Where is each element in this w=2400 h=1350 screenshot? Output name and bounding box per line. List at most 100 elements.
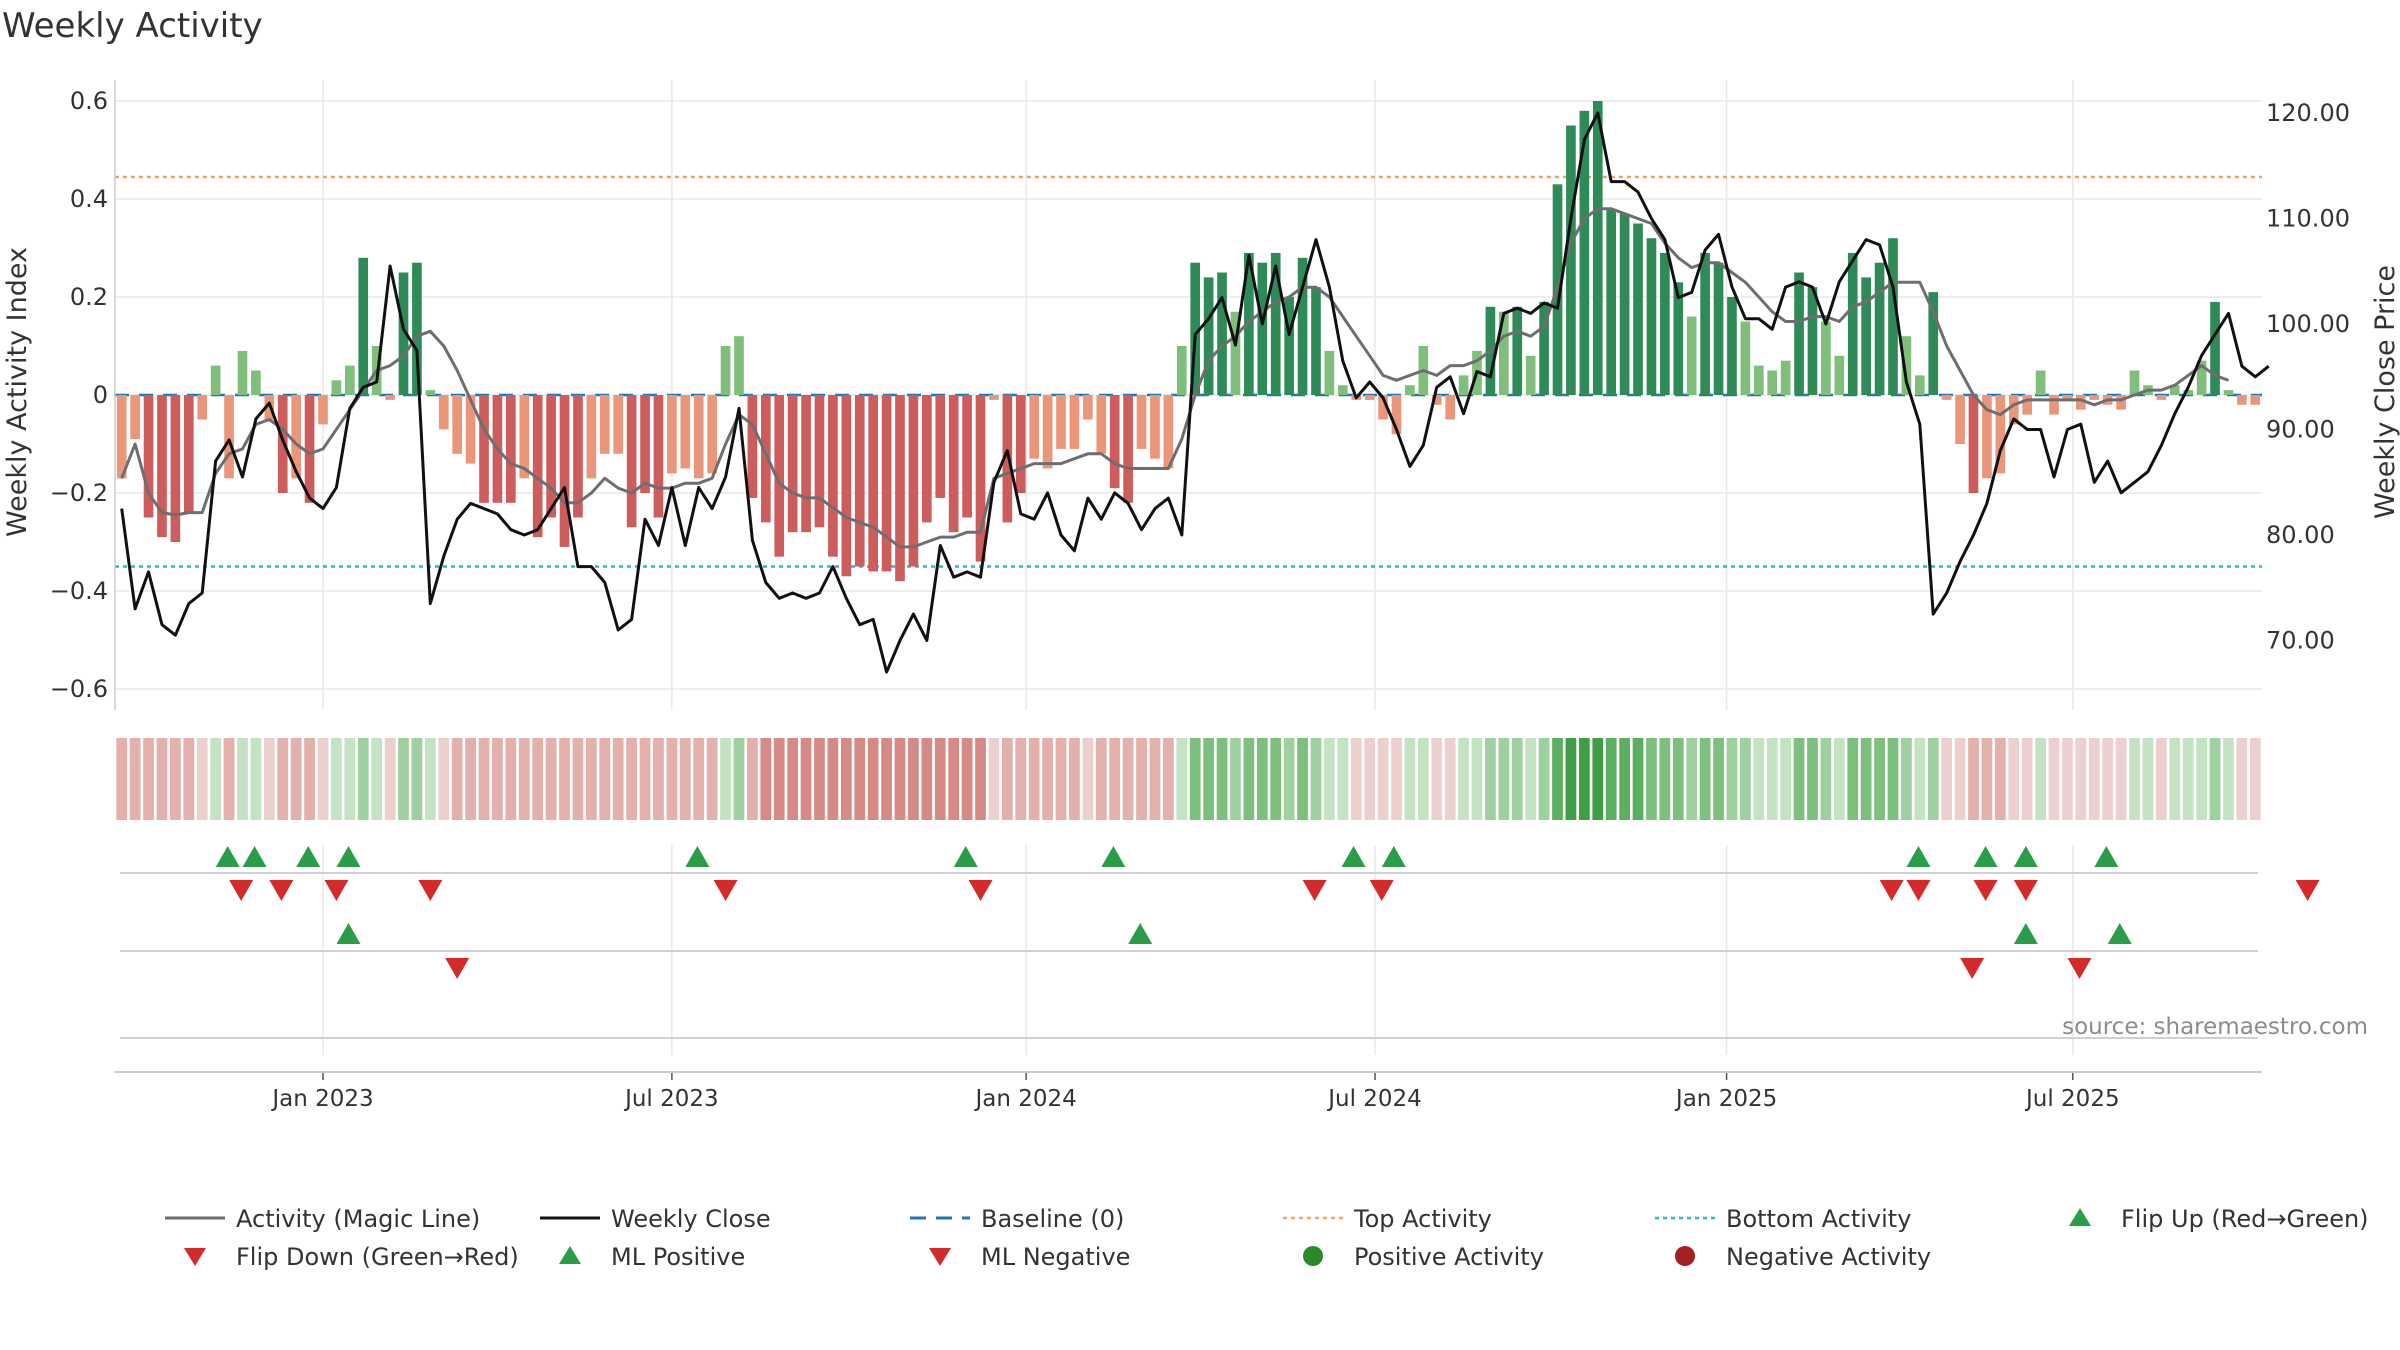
legend-item: Top Activity <box>1283 1205 1492 1233</box>
activity-bar <box>573 395 583 518</box>
heat-strip-cell <box>2142 738 2154 820</box>
activity-bar <box>2169 385 2180 395</box>
activity-bar <box>1096 395 1107 454</box>
heat-strip-cell <box>1538 738 1550 820</box>
legend-item: Baseline (0) <box>910 1205 1124 1233</box>
legend-item: Activity (Magic Line) <box>165 1205 480 1233</box>
heat-strip-cell <box>398 738 409 820</box>
heat-strip-cell <box>988 738 1000 820</box>
activity-bars <box>116 101 2261 582</box>
activity-bar <box>693 395 704 479</box>
activity-bar <box>331 380 342 395</box>
heat-strip-cell <box>1686 738 1698 820</box>
flip-up-marker <box>296 846 321 867</box>
activity-bar <box>1673 282 1684 395</box>
activity-bar <box>667 395 677 474</box>
heat-strip-cell <box>1001 738 1013 820</box>
activity-bar <box>1740 321 1751 395</box>
heat-strip-cell <box>290 738 302 820</box>
heat-strip-cell <box>921 738 933 820</box>
flip-down-marker <box>1879 880 1904 901</box>
activity-heat-strip <box>116 738 2261 820</box>
heat-strip-cell <box>1163 738 1174 820</box>
heat-strip-cell <box>1914 738 1926 820</box>
heat-strip-cell <box>1069 738 1080 820</box>
activity-bar <box>1163 395 1174 469</box>
legend: Activity (Magic Line) Weekly Close Baselin… <box>165 1205 2369 1271</box>
activity-bar <box>814 395 825 528</box>
heat-strip-cell <box>733 738 745 820</box>
heat-strip-cell <box>465 738 476 820</box>
heat-strip-cell <box>1377 738 1389 820</box>
activity-bar <box>922 395 932 523</box>
activity-bar <box>1941 395 1952 400</box>
activity-bar <box>1660 252 1670 395</box>
legend-label: Flip Down (Green→Red) <box>236 1243 519 1271</box>
activity-bar <box>1190 262 1201 395</box>
heat-strip-cell <box>1431 738 1443 820</box>
y-left-tick-label: −0.6 <box>50 675 108 703</box>
legend-swatch-triangle-up <box>559 1246 581 1264</box>
flip-up-marker <box>336 846 361 867</box>
activity-bar <box>989 395 999 400</box>
heat-strip-cell <box>1874 738 1885 820</box>
flip-down-marker <box>1906 880 1931 901</box>
activity-bar <box>975 395 986 562</box>
flip-down-marker <box>324 880 349 901</box>
activity-bar <box>237 350 248 395</box>
activity-bar <box>1579 110 1590 396</box>
heat-strip-cell <box>1511 738 1523 820</box>
flip-down-marker <box>1973 880 1998 901</box>
activity-bar <box>1150 395 1160 459</box>
activity-bar <box>828 395 838 557</box>
activity-bar <box>452 395 463 454</box>
heat-strip-cell <box>1578 738 1590 820</box>
heat-strip-cell <box>975 738 986 820</box>
activity-bar <box>1337 385 1348 395</box>
activity-bar <box>1901 336 1912 395</box>
heat-strip-cell <box>143 738 154 820</box>
heat-strip-cell <box>384 738 396 820</box>
activity-bar <box>1807 287 1818 395</box>
activity-bar <box>1364 395 1375 400</box>
activity-bar <box>479 395 489 503</box>
flip-up-marker <box>242 846 267 867</box>
heat-strip-cell <box>1565 738 1577 820</box>
heat-strip-cell <box>1994 738 2006 820</box>
heat-strip-cell <box>1176 738 1188 820</box>
heat-strip-cell <box>1525 738 1537 820</box>
heat-strip-cell <box>237 738 248 820</box>
ml-positive-marker <box>2013 923 2038 944</box>
heat-strip-cell <box>2035 738 2046 820</box>
activity-bar <box>2223 390 2234 395</box>
activity-bar <box>559 395 570 547</box>
x-tick-label: Jan 2023 <box>270 1086 373 1112</box>
legend-swatch-triangle-up <box>2069 1208 2091 1226</box>
activity-bar <box>908 395 919 567</box>
activity-bar <box>1069 395 1080 449</box>
x-tick-label: Jul 2023 <box>623 1086 719 1112</box>
heat-strip-cell <box>344 738 356 820</box>
legend-item: Positive Activity <box>1303 1243 1544 1271</box>
activity-bar <box>1982 395 1992 479</box>
heat-strip-cell <box>1203 738 1214 820</box>
heat-strip-cell <box>1391 738 1402 820</box>
y-right-tick-label: 80.00 <box>2266 521 2335 549</box>
activity-bar <box>1914 375 1925 395</box>
heat-strip-cell <box>1753 738 1765 820</box>
heat-strip-cell <box>1444 738 1456 820</box>
flip-down-marker <box>968 880 993 901</box>
activity-bar <box>1566 125 1576 395</box>
heat-strip-cell <box>1592 738 1604 820</box>
heat-strip-cell <box>2115 738 2127 820</box>
heat-strip-cell <box>559 738 570 820</box>
heat-strip-cell <box>720 738 731 820</box>
heat-strip-cell <box>2008 738 2020 820</box>
legend-label: Activity (Magic Line) <box>236 1205 480 1233</box>
activity-bar <box>599 395 610 454</box>
activity-bar <box>2250 395 2261 405</box>
heat-strip-cell <box>585 738 597 820</box>
flip-up-marker <box>1381 846 1406 867</box>
heat-strip-cell <box>1109 738 1121 820</box>
activity-bar <box>1512 306 1523 395</box>
